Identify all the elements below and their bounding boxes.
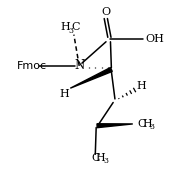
Text: 3: 3	[68, 27, 73, 35]
Text: 3: 3	[150, 123, 155, 131]
Polygon shape	[97, 124, 133, 128]
Text: H: H	[142, 119, 152, 129]
Text: C: C	[71, 22, 79, 32]
Text: N: N	[74, 59, 84, 72]
Text: O: O	[101, 7, 111, 17]
Text: H: H	[59, 89, 69, 99]
Text: OH: OH	[145, 34, 164, 44]
Text: C: C	[137, 119, 146, 129]
Text: H: H	[136, 80, 146, 91]
Text: H: H	[96, 153, 105, 163]
Text: C: C	[91, 153, 99, 163]
Polygon shape	[70, 68, 112, 88]
Text: Fmoc: Fmoc	[17, 61, 47, 71]
Text: H: H	[60, 22, 70, 32]
Text: 3: 3	[103, 157, 108, 165]
